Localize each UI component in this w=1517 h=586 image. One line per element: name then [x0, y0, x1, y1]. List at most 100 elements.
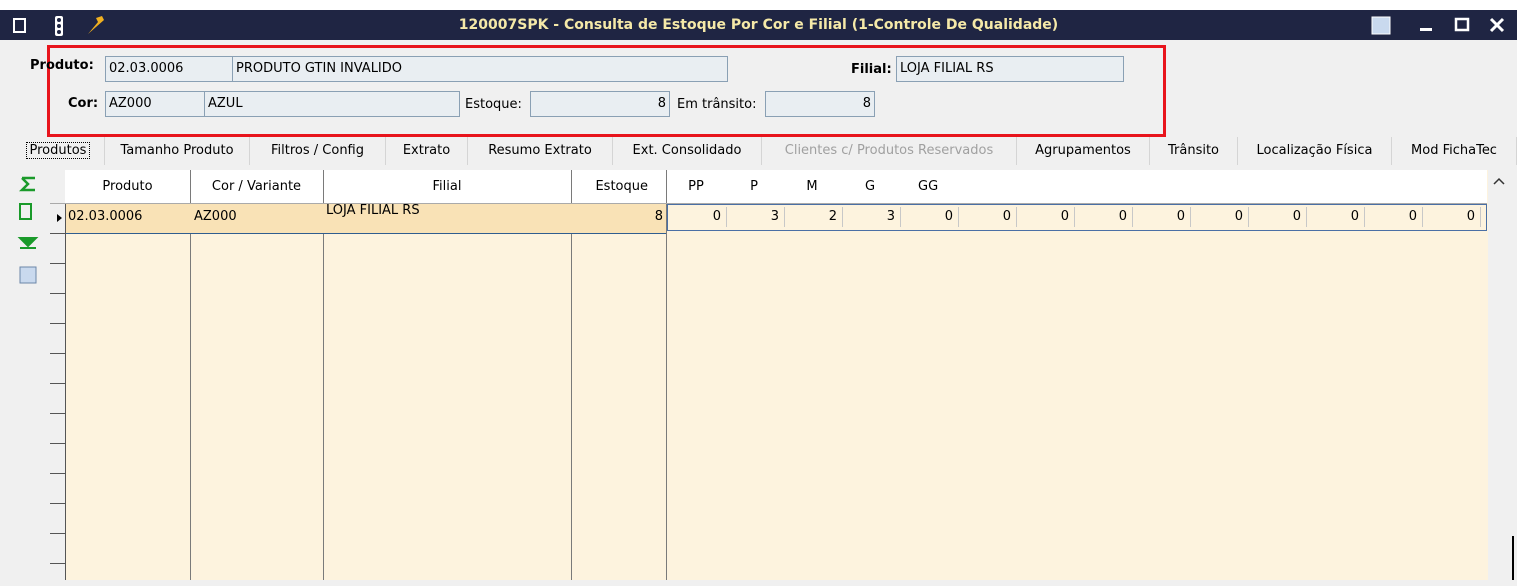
tab[interactable]: Resumo Extrato — [468, 137, 613, 165]
column-divider — [666, 170, 667, 580]
row-line — [50, 293, 65, 294]
size-divider — [1422, 207, 1423, 227]
tab-label: Extrato — [402, 143, 451, 158]
maximize-button[interactable] — [1454, 17, 1470, 32]
size-divider — [1074, 207, 1075, 227]
header-line — [50, 203, 1487, 204]
produto-code[interactable]: 02.03.0006 — [105, 56, 233, 82]
sum-icon[interactable] — [18, 176, 35, 192]
transito-value: 8 — [765, 91, 875, 117]
picture-icon[interactable] — [19, 266, 37, 284]
tab-label: Localização Física — [1256, 143, 1373, 158]
size-cell: 0 — [1060, 209, 1069, 224]
tab-label: Clientes c/ Produtos Reservados — [784, 143, 994, 158]
size-cell: 0 — [944, 209, 953, 224]
traffic-icon[interactable] — [55, 16, 63, 36]
size-cell: 0 — [1466, 209, 1475, 224]
size-divider — [958, 207, 959, 227]
size-cell: 0 — [1408, 209, 1417, 224]
estoque-label: Estoque: — [465, 97, 522, 112]
transito-label: Em trânsito: — [677, 97, 757, 112]
tab[interactable]: Tamanho Produto — [105, 137, 250, 165]
row-line — [50, 563, 65, 564]
tab[interactable]: Produtos — [12, 137, 105, 165]
size-divider — [726, 207, 727, 227]
export-icon[interactable] — [19, 203, 32, 220]
size-divider — [1016, 207, 1017, 227]
tab[interactable]: Mod FichaTec — [1392, 137, 1517, 165]
row-line — [50, 473, 65, 474]
row-line — [50, 503, 65, 504]
grid-header-cell: Produto — [102, 179, 153, 194]
tab[interactable]: Extrato — [386, 137, 468, 165]
produto-label: Produto: — [30, 58, 94, 73]
tool-icon[interactable] — [88, 16, 104, 34]
tab[interactable]: Trânsito — [1150, 137, 1238, 165]
size-cell: 3 — [886, 209, 895, 224]
close-button[interactable] — [1489, 17, 1505, 33]
tab-label: Produtos — [25, 142, 91, 159]
grid-header-cell: Estoque — [595, 179, 648, 194]
size-cell: 0 — [1350, 209, 1359, 224]
size-divider — [1364, 207, 1365, 227]
size-cell: 0 — [1176, 209, 1185, 224]
filial-value[interactable]: LOJA FILIAL RS — [896, 56, 1124, 82]
cursor-bar — [1512, 536, 1514, 580]
grid-header-cell: Filial — [432, 179, 462, 194]
size-cell: 3 — [770, 209, 779, 224]
row-line — [50, 443, 65, 444]
row-indicator-column — [50, 170, 65, 580]
size-divider — [1248, 207, 1249, 227]
grid-header-cell: Cor / Variante — [211, 179, 302, 194]
highlight-box — [47, 45, 1166, 137]
cor-desc[interactable]: AZUL — [204, 91, 460, 117]
window-title: 120007SPK - Consulta de Estoque Por Cor … — [458, 17, 1059, 33]
tab[interactable]: Localização Física — [1238, 137, 1392, 165]
tab[interactable]: Clientes c/ Produtos Reservados — [762, 137, 1017, 165]
row-line — [50, 323, 65, 324]
data-grid — [65, 170, 1488, 580]
size-header-cell: G — [864, 179, 876, 194]
size-divider — [784, 207, 785, 227]
size-divider — [1132, 207, 1133, 227]
scroll-up[interactable] — [1488, 172, 1508, 192]
size-cell: 0 — [1002, 209, 1011, 224]
tab-label: Filtros / Config — [271, 143, 364, 158]
image-icon[interactable] — [1371, 16, 1391, 35]
row-line — [50, 533, 65, 534]
tab[interactable]: Agrupamentos — [1017, 137, 1150, 165]
size-cell: 0 — [1234, 209, 1243, 224]
size-divider — [842, 207, 843, 227]
estoque-value: 8 — [530, 91, 670, 117]
size-header-cell: PP — [688, 179, 704, 194]
size-header-cell: GG — [918, 179, 939, 194]
minimize-button[interactable] — [1420, 28, 1432, 31]
cell-cor: AZ000 — [194, 209, 237, 224]
cell-produto: 02.03.0006 — [68, 209, 143, 224]
row-line — [50, 413, 65, 414]
menu-icon[interactable] — [13, 18, 26, 33]
column-divider — [323, 170, 324, 580]
tab[interactable]: Filtros / Config — [250, 137, 386, 165]
title-bar: 120007SPK - Consulta de Estoque Por Cor … — [0, 10, 1517, 40]
down-icon[interactable] — [17, 237, 39, 249]
grid-header — [65, 170, 1487, 203]
tab-label: Tamanho Produto — [120, 143, 234, 158]
size-cell: 0 — [1118, 209, 1127, 224]
size-divider — [900, 207, 901, 227]
cor-code[interactable]: AZ000 — [105, 91, 205, 117]
tab[interactable]: Ext. Consolidado — [613, 137, 762, 165]
tab-label: Resumo Extrato — [488, 143, 592, 158]
row-line — [66, 233, 666, 234]
size-divider — [1480, 207, 1481, 227]
side-toolbar — [17, 176, 39, 284]
produto-desc[interactable]: PRODUTO GTIN INVALIDO — [232, 56, 728, 82]
tab-label: Agrupamentos — [1035, 143, 1131, 158]
cell-filial: LOJA FILIAL RS — [326, 203, 420, 218]
row-highlight — [66, 204, 666, 233]
size-divider — [1190, 207, 1191, 227]
filial-label: Filial: — [851, 62, 892, 77]
size-divider — [1306, 207, 1307, 227]
row-pointer — [57, 214, 62, 222]
